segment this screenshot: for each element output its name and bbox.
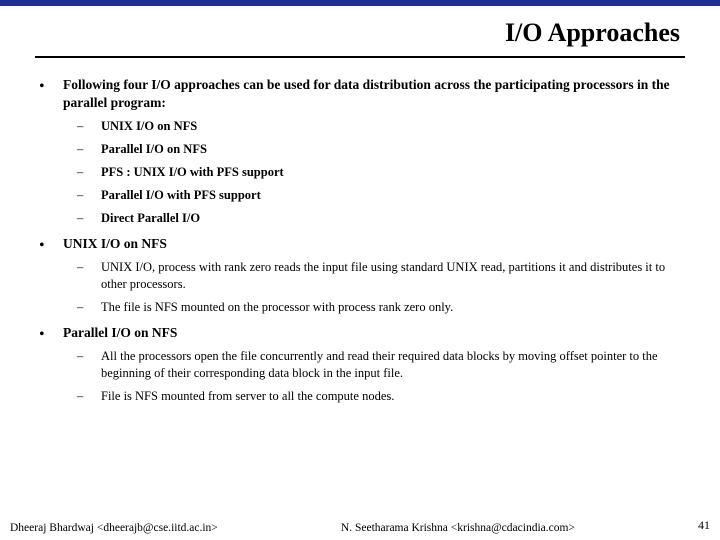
bullet-text: Parallel I/O on NFS: [63, 325, 177, 340]
slide-body: Following four I/O approaches can be use…: [35, 76, 685, 510]
sub-item: UNIX I/O, process with rank zero reads t…: [63, 259, 685, 293]
footer-center: N. Seetharama Krishna <krishna@cdacindia…: [341, 522, 575, 534]
page-number: 41: [698, 518, 710, 533]
sub-item: Parallel I/O on NFS: [63, 141, 685, 158]
title-block: I/O Approaches: [0, 6, 720, 66]
sub-item: PFS : UNIX I/O with PFS support: [63, 164, 685, 181]
sub-text: UNIX I/O on NFS: [101, 119, 197, 133]
sub-text: Parallel I/O on NFS: [101, 142, 207, 156]
sub-list: UNIX I/O, process with rank zero reads t…: [63, 259, 685, 316]
sub-item: Parallel I/O with PFS support: [63, 187, 685, 204]
sub-text: UNIX I/O, process with rank zero reads t…: [101, 260, 665, 291]
bullet-list: Following four I/O approaches can be use…: [35, 76, 685, 405]
sub-text: Parallel I/O with PFS support: [101, 188, 261, 202]
footer: Dheeraj Bhardwaj <dheerajb@cse.iitd.ac.i…: [10, 518, 710, 534]
sub-list: All the processors open the file concurr…: [63, 348, 685, 405]
sub-item: File is NFS mounted from server to all t…: [63, 388, 685, 405]
sub-item: The file is NFS mounted on the processor…: [63, 299, 685, 316]
sub-item: All the processors open the file concurr…: [63, 348, 685, 382]
footer-left: Dheeraj Bhardwaj <dheerajb@cse.iitd.ac.i…: [10, 522, 218, 534]
bullet-text: Following four I/O approaches can be use…: [63, 77, 670, 110]
sub-item: UNIX I/O on NFS: [63, 118, 685, 135]
slide-container: I/O Approaches Following four I/O approa…: [0, 0, 720, 540]
sub-text: The file is NFS mounted on the processor…: [101, 300, 453, 314]
bullet-text: UNIX I/O on NFS: [63, 236, 167, 251]
slide-title: I/O Approaches: [505, 18, 680, 48]
sub-item: Direct Parallel I/O: [63, 210, 685, 227]
sub-text: Direct Parallel I/O: [101, 211, 200, 225]
sub-text: File is NFS mounted from server to all t…: [101, 389, 394, 403]
bullet-item: UNIX I/O on NFS UNIX I/O, process with r…: [35, 235, 685, 316]
bullet-item: Following four I/O approaches can be use…: [35, 76, 685, 227]
sub-text: All the processors open the file concurr…: [101, 349, 658, 380]
bullet-item: Parallel I/O on NFS All the processors o…: [35, 324, 685, 405]
sub-text: PFS : UNIX I/O with PFS support: [101, 165, 284, 179]
title-underline: [35, 56, 685, 58]
sub-list: UNIX I/O on NFS Parallel I/O on NFS PFS …: [63, 118, 685, 226]
